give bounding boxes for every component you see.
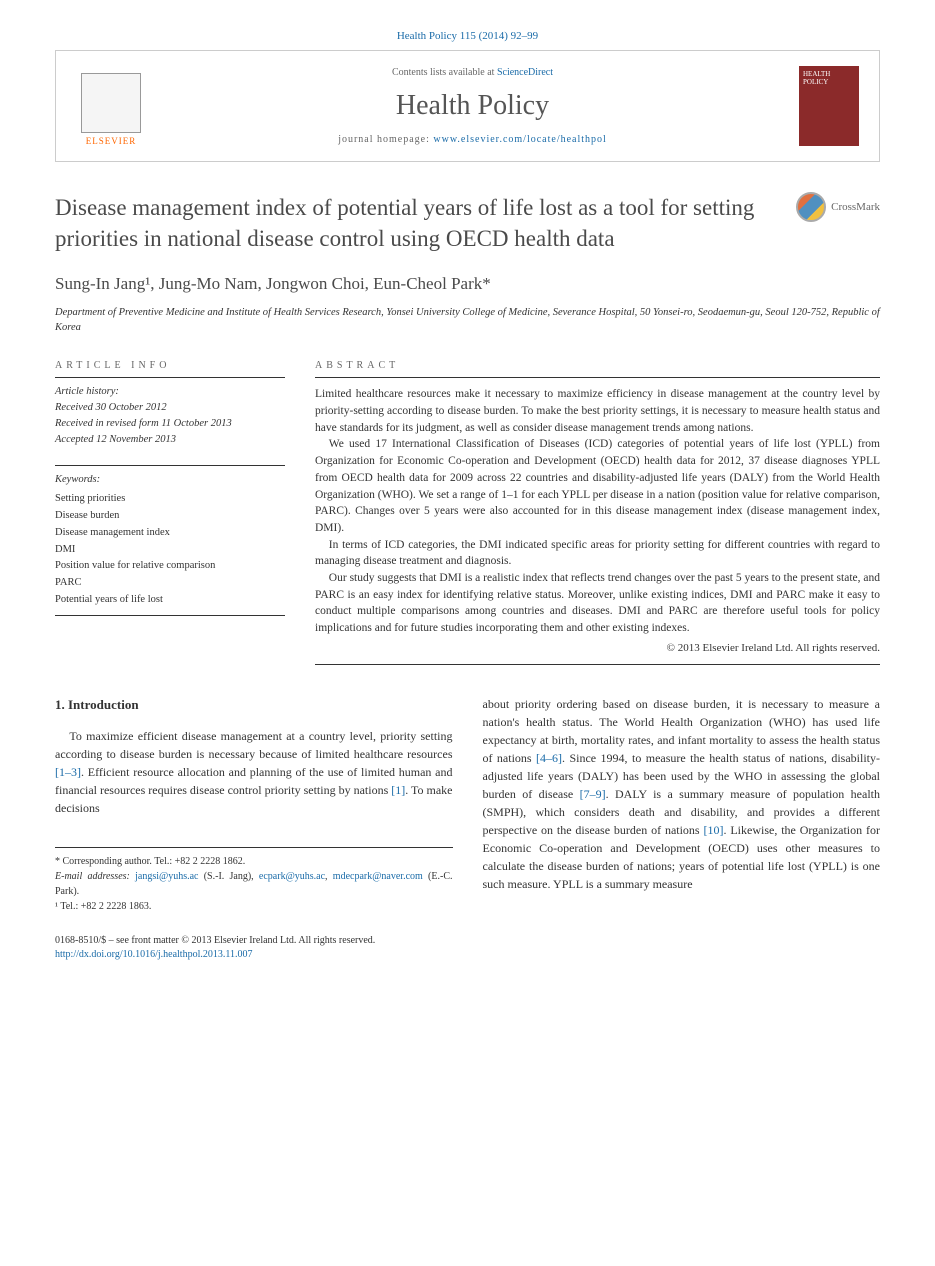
email-sep: , [325, 871, 333, 882]
elsevier-label: ELSEVIER [86, 136, 137, 146]
info-abstract-row: ARTICLE INFO Article history: Received 3… [55, 360, 880, 665]
contents-prefix: Contents lists available at [392, 67, 497, 78]
revised-date: Received in revised form 11 October 2013 [55, 416, 285, 432]
keyword: Disease management index [55, 525, 285, 542]
elsevier-logo: ELSEVIER [76, 66, 146, 146]
keyword: Disease burden [55, 508, 285, 525]
header-center: Contents lists available at ScienceDirec… [146, 67, 799, 145]
abstract-column: ABSTRACT Limited healthcare resources ma… [315, 360, 880, 665]
keywords-label: Keywords: [55, 472, 285, 489]
ref-link[interactable]: [7–9] [580, 787, 606, 801]
body-columns: 1. Introduction To maximize efficient di… [55, 695, 880, 914]
abstract-para: We used 17 International Classification … [315, 436, 880, 536]
keyword: Position value for relative comparison [55, 558, 285, 575]
elsevier-tree-icon [81, 73, 141, 133]
crossmark-badge[interactable]: CrossMark [796, 192, 880, 222]
body-paragraph: To maximize efficient disease management… [55, 727, 453, 817]
email-link[interactable]: mdecpark@naver.com [333, 871, 423, 882]
section-title: 1. Introduction [55, 695, 453, 715]
journal-header: ELSEVIER Contents lists available at Sci… [55, 50, 880, 162]
email-name: (S.-I. Jang), [198, 871, 258, 882]
doi-link[interactable]: http://dx.doi.org/10.1016/j.healthpol.20… [55, 949, 253, 960]
abstract-para: In terms of ICD categories, the DMI indi… [315, 537, 880, 570]
footnotes: * Corresponding author. Tel.: +82 2 2228… [55, 847, 453, 914]
abstract-text: Limited healthcare resources make it nec… [315, 377, 880, 665]
email-label: E-mail addresses: [55, 871, 135, 882]
keyword: DMI [55, 542, 285, 559]
article-title: Disease management index of potential ye… [55, 192, 796, 254]
authors: Sung-In Jang¹, Jung-Mo Nam, Jongwon Choi… [55, 274, 880, 294]
title-row: Disease management index of potential ye… [55, 192, 880, 254]
ref-link[interactable]: [1] [391, 783, 405, 797]
front-matter: 0168-8510/$ – see front matter © 2013 El… [55, 934, 880, 948]
article-history: Article history: Received 30 October 201… [55, 377, 285, 447]
accepted-date: Accepted 12 November 2013 [55, 432, 285, 448]
section-number: 1. [55, 697, 65, 712]
body-paragraph: about priority ordering based on disease… [483, 695, 881, 893]
keyword: PARC [55, 575, 285, 592]
abstract-header: ABSTRACT [315, 360, 880, 371]
journal-cover-thumbnail: HEALTH POLICY [799, 66, 859, 146]
email-line: E-mail addresses: jangsi@yuhs.ac (S.-I. … [55, 869, 453, 899]
keywords-block: Keywords: Setting priorities Disease bur… [55, 465, 285, 615]
ref-link[interactable]: [10] [703, 823, 723, 837]
crossmark-icon [796, 192, 826, 222]
body-left-column: 1. Introduction To maximize efficient di… [55, 695, 453, 914]
email-link[interactable]: ecpark@yuhs.ac [259, 871, 325, 882]
corresponding-author: * Corresponding author. Tel.: +82 2 2228… [55, 854, 453, 869]
journal-name: Health Policy [146, 90, 799, 122]
homepage-line: journal homepage: www.elsevier.com/locat… [146, 134, 799, 145]
footer: 0168-8510/$ – see front matter © 2013 El… [55, 934, 880, 962]
homepage-link[interactable]: www.elsevier.com/locate/healthpol [433, 134, 606, 145]
keyword: Potential years of life lost [55, 592, 285, 609]
article-info-column: ARTICLE INFO Article history: Received 3… [55, 360, 285, 665]
abstract-para: Limited healthcare resources make it nec… [315, 386, 880, 436]
keyword: Setting priorities [55, 491, 285, 508]
abstract-copyright: © 2013 Elsevier Ireland Ltd. All rights … [315, 641, 880, 657]
top-citation: Health Policy 115 (2014) 92–99 [55, 30, 880, 42]
crossmark-label: CrossMark [831, 201, 880, 213]
sciencedirect-link[interactable]: ScienceDirect [497, 67, 553, 78]
received-date: Received 30 October 2012 [55, 400, 285, 416]
homepage-prefix: journal homepage: [338, 134, 433, 145]
affiliation: Department of Preventive Medicine and In… [55, 306, 880, 335]
abstract-para: Our study suggests that DMI is a realist… [315, 570, 880, 637]
author-tel: ¹ Tel.: +82 2 2228 1863. [55, 899, 453, 914]
section-name: Introduction [68, 697, 139, 712]
history-label: Article history: [55, 384, 285, 400]
ref-link[interactable]: [4–6] [536, 751, 562, 765]
body-right-column: about priority ordering based on disease… [483, 695, 881, 914]
contents-line: Contents lists available at ScienceDirec… [146, 67, 799, 78]
ref-link[interactable]: [1–3] [55, 765, 81, 779]
article-info-header: ARTICLE INFO [55, 360, 285, 371]
email-link[interactable]: jangsi@yuhs.ac [135, 871, 198, 882]
